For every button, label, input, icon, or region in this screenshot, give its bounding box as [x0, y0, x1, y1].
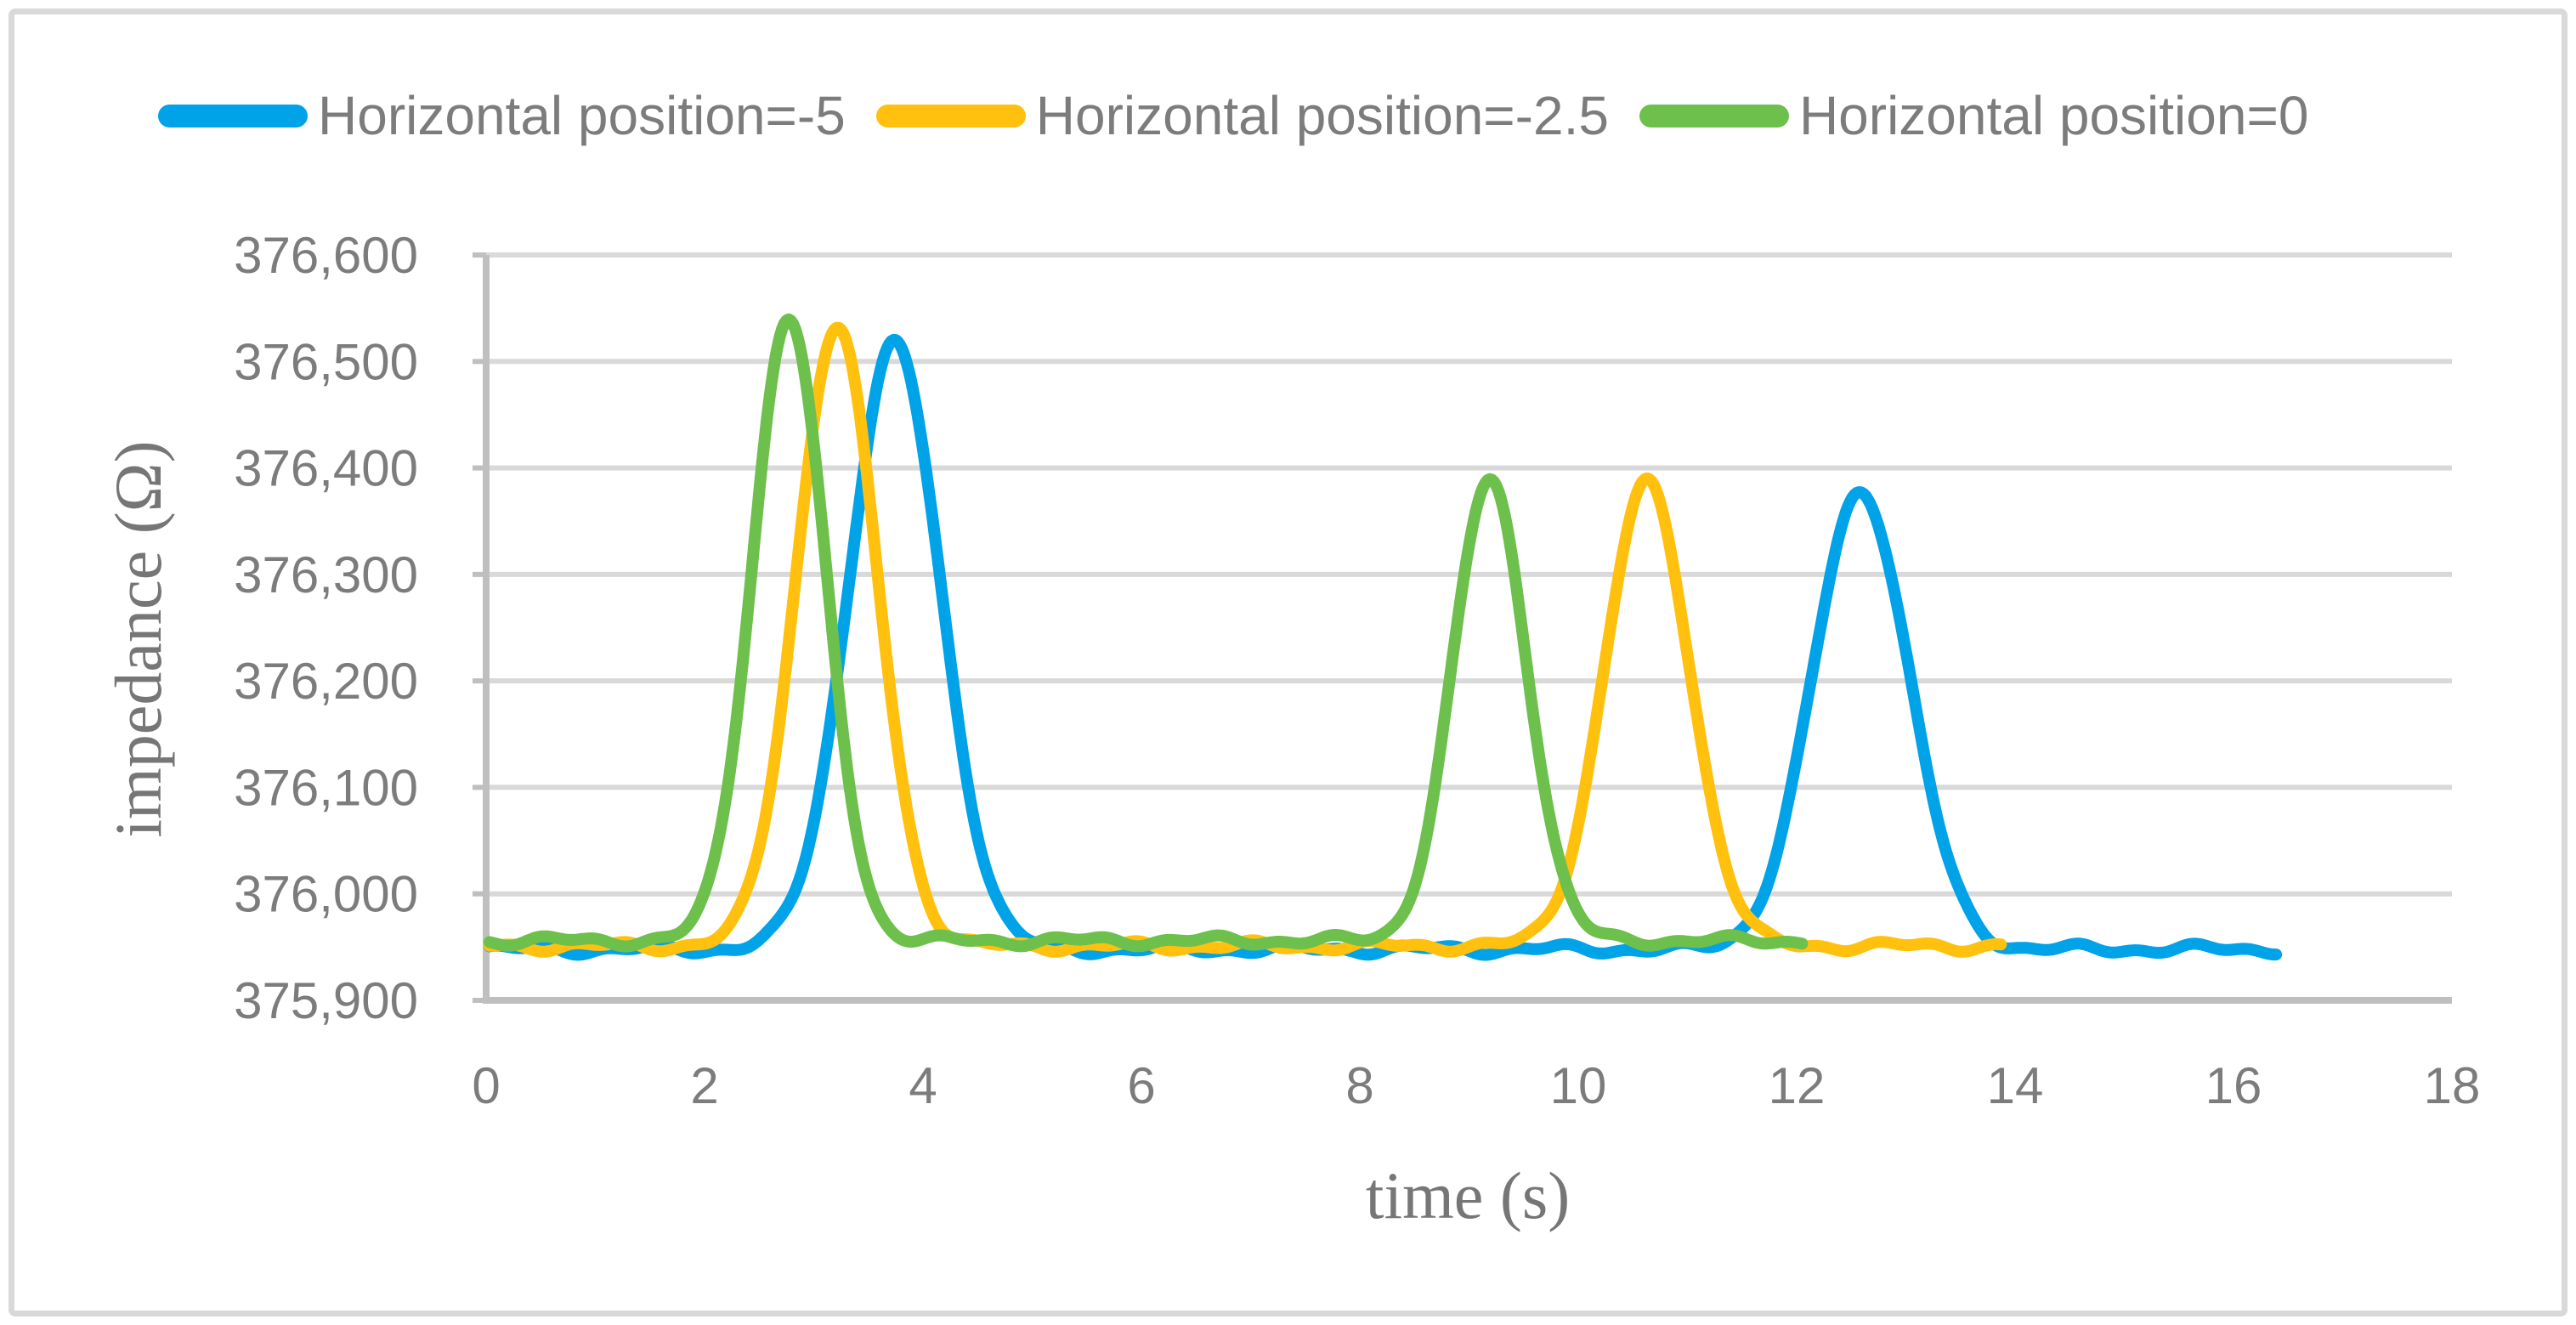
y-tick-label: 376,500: [234, 333, 418, 390]
y-tick-label: 376,300: [234, 546, 418, 603]
legend-item: Horizontal position=-2.5: [875, 84, 1609, 147]
x-tick-label: 2: [690, 1057, 718, 1114]
x-tick-label: 10: [1550, 1057, 1607, 1114]
legend-label: Horizontal position=-2.5: [1035, 85, 1609, 146]
legend-line-swatch-green: [1639, 104, 1789, 127]
y-tick-label: 376,100: [234, 759, 418, 816]
y-tick-label: 375,900: [234, 972, 418, 1029]
x-tick-label: 12: [1769, 1057, 1826, 1114]
x-axis-title: time (s): [1365, 1158, 1571, 1232]
legend-label: Horizontal position=-5: [318, 85, 846, 146]
x-tick-label: 8: [1345, 1057, 1373, 1114]
legend-item: Horizontal position=-5: [158, 84, 846, 147]
legend-line-swatch-blue: [158, 104, 308, 127]
legend-line-swatch-yellow: [875, 104, 1026, 127]
x-tick-label: 18: [2424, 1057, 2481, 1114]
x-tick-label: 16: [2205, 1057, 2262, 1114]
axis-lines: [473, 252, 2452, 1004]
series-line: [483, 313, 1809, 953]
x-tick-label: 4: [909, 1057, 937, 1114]
y-tick-label: 376,000: [234, 866, 418, 923]
y-tick-label: 376,200: [234, 653, 418, 710]
series-line: [483, 333, 2283, 961]
legend-item: Horizontal position=0: [1639, 84, 2308, 147]
legend: Horizontal position=-5 Horizontal positi…: [158, 83, 2308, 148]
x-tick-label: 0: [472, 1057, 500, 1114]
series-lines: [483, 313, 2283, 961]
x-tick-label: 6: [1127, 1057, 1155, 1114]
y-tick-label: 376,600: [234, 227, 418, 284]
legend-label: Horizontal position=0: [1798, 85, 2309, 146]
y-axis-title: impedance (Ω): [101, 440, 175, 838]
x-tick-label: 14: [1987, 1057, 2044, 1114]
tick-labels: 375,900 376,000 376,100 376,200 376,300 376,4…: [234, 227, 2480, 1114]
y-tick-label: 376,400: [234, 440, 418, 497]
